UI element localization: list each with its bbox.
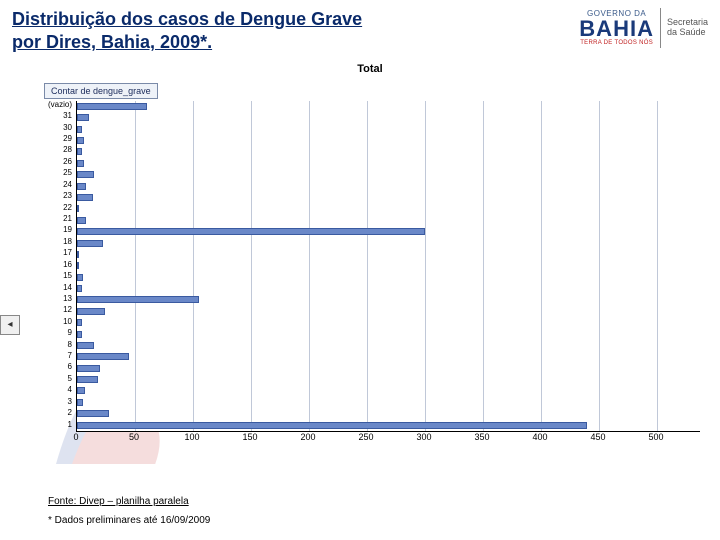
gridline: [135, 101, 136, 431]
y-tick-label: 2: [40, 409, 72, 419]
bar: [77, 114, 89, 121]
x-tick-label: 350: [474, 432, 489, 442]
y-tick-label: 21: [40, 215, 72, 225]
bar: [77, 251, 79, 258]
y-tick-label: 30: [40, 124, 72, 134]
logo-bahia: BAHIA: [579, 18, 654, 40]
y-tick-label: 24: [40, 181, 72, 191]
bar: [77, 422, 587, 429]
collapse-button[interactable]: ◂: [0, 315, 20, 335]
y-tick-label: 28: [40, 146, 72, 156]
chart-plot: [76, 101, 700, 432]
x-tick-label: 400: [532, 432, 547, 442]
x-axis-labels: 050100150200250300350400450500: [76, 432, 656, 446]
y-axis-labels: (vazio)313029282625242322211918171615141…: [40, 101, 76, 431]
x-tick-label: 500: [648, 432, 663, 442]
gridline: [541, 101, 542, 431]
y-tick-label: 3: [40, 398, 72, 408]
bar: [77, 217, 86, 224]
bar: [77, 171, 94, 178]
header: Distribuição dos casos de Dengue Grave p…: [0, 0, 720, 55]
x-tick-label: 100: [184, 432, 199, 442]
bar: [77, 160, 84, 167]
y-tick-label: 6: [40, 363, 72, 373]
note-text: * Dados preliminares até 16/09/2009: [48, 515, 210, 526]
bar: [77, 285, 82, 292]
x-tick-label: 200: [300, 432, 315, 442]
bar: [77, 342, 94, 349]
bar: [77, 137, 84, 144]
page-title: Distribuição dos casos de Dengue Grave p…: [12, 8, 362, 55]
bar: [77, 399, 83, 406]
y-tick-label: 8: [40, 341, 72, 351]
bar: [77, 205, 79, 212]
y-tick-label: 26: [40, 158, 72, 168]
y-tick-label: 12: [40, 306, 72, 316]
y-tick-label: 4: [40, 386, 72, 396]
x-tick-label: 250: [358, 432, 373, 442]
y-tick-label: (vazio): [40, 101, 72, 111]
y-tick-label: 18: [40, 238, 72, 248]
logo-divider: [660, 8, 661, 48]
y-tick-label: 25: [40, 169, 72, 179]
bar: [77, 353, 129, 360]
y-tick-label: 9: [40, 329, 72, 339]
bar: [77, 103, 147, 110]
y-tick-label: 17: [40, 249, 72, 259]
chart-legend: Contar de dengue_grave: [44, 83, 158, 99]
y-tick-label: 15: [40, 272, 72, 282]
y-tick-label: 14: [40, 284, 72, 294]
bar: [77, 126, 82, 133]
bar: [77, 410, 109, 417]
bar: [77, 148, 82, 155]
gridline: [425, 101, 426, 431]
gov-logo: GOVERNO DA BAHIA TERRA DE TODOS NÓS Secr…: [579, 8, 708, 48]
bar: [77, 228, 425, 235]
bar: [77, 262, 79, 269]
y-tick-label: 16: [40, 261, 72, 271]
y-tick-label: 5: [40, 375, 72, 385]
bar: [77, 331, 82, 338]
bar: [77, 274, 83, 281]
y-tick-label: 13: [40, 295, 72, 305]
x-tick-label: 50: [129, 432, 139, 442]
gridline: [251, 101, 252, 431]
bar: [77, 296, 199, 303]
gridline: [657, 101, 658, 431]
gridline: [483, 101, 484, 431]
source-text: Fonte: Divep – planilha paralela: [48, 496, 210, 507]
y-tick-label: 23: [40, 192, 72, 202]
bar: [77, 183, 86, 190]
footer: Fonte: Divep – planilha paralela * Dados…: [48, 496, 210, 526]
x-tick-label: 450: [590, 432, 605, 442]
y-tick-label: 29: [40, 135, 72, 145]
y-tick-label: 7: [40, 352, 72, 362]
y-tick-label: 19: [40, 226, 72, 236]
y-tick-label: 22: [40, 204, 72, 214]
bar: [77, 194, 93, 201]
chart-area: ◂ Total Contar de dengue_grave (vazio)31…: [0, 55, 720, 446]
bar: [77, 387, 85, 394]
title-line-1: Distribuição dos casos de Dengue Grave: [12, 9, 362, 29]
x-tick-label: 300: [416, 432, 431, 442]
x-tick-label: 0: [73, 432, 78, 442]
bar: [77, 308, 105, 315]
bar: [77, 240, 103, 247]
y-tick-label: 10: [40, 318, 72, 328]
gridline: [367, 101, 368, 431]
title-line-2: por Dires, Bahia, 2009*.: [12, 32, 212, 52]
gridline: [309, 101, 310, 431]
bar: [77, 376, 98, 383]
y-tick-label: 31: [40, 112, 72, 122]
gridline: [193, 101, 194, 431]
bar: [77, 365, 100, 372]
logo-tagline: TERRA DE TODOS NÓS: [579, 40, 654, 46]
gridline: [599, 101, 600, 431]
chart-title: Total: [40, 63, 700, 75]
chevron-left-icon: ◂: [7, 319, 12, 330]
y-tick-label: 1: [40, 421, 72, 431]
logo-secretaria: Secretariada Saúde: [667, 18, 708, 38]
bar: [77, 319, 82, 326]
x-tick-label: 150: [242, 432, 257, 442]
